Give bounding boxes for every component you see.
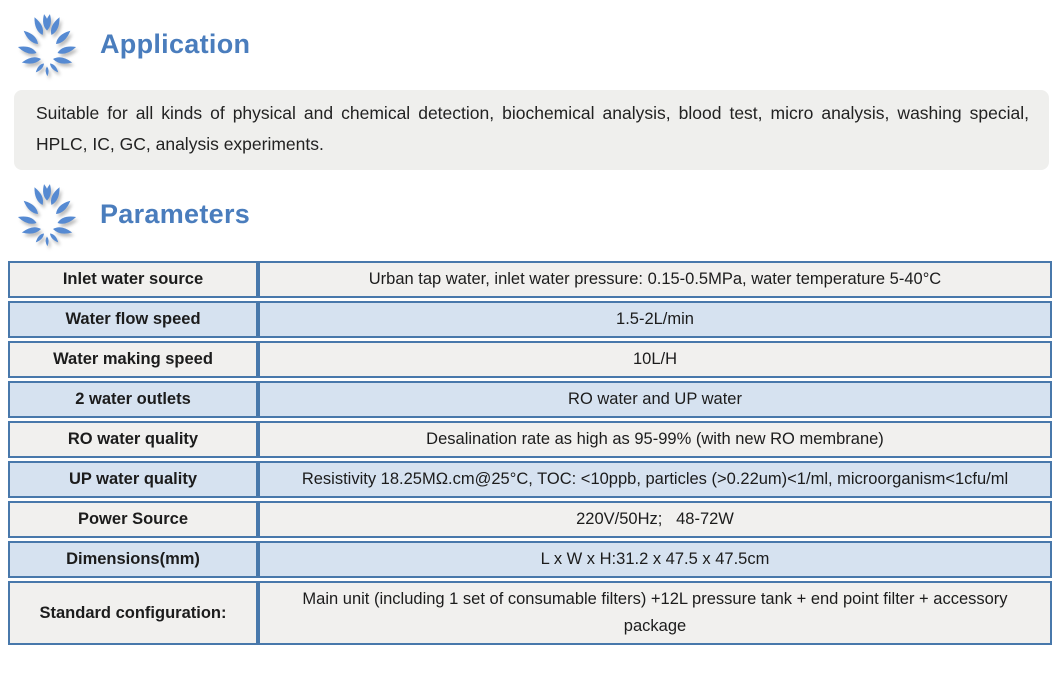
param-value-cell: 1.5-2L/min: [258, 301, 1052, 338]
table-row: RO water quality Desalination rate as hi…: [8, 421, 1052, 458]
parameters-table: Inlet water source Urban tap water, inle…: [8, 258, 1052, 648]
param-value-cell: 220V/50Hz; 48-72W: [258, 501, 1052, 538]
laurel-wreath-icon: [8, 2, 86, 77]
table-row: Power Source 220V/50Hz; 48-72W: [8, 501, 1052, 538]
parameters-section-header: Parameters: [0, 170, 1059, 258]
param-label-cell: Dimensions(mm): [8, 541, 258, 578]
param-value-cell: Desalination rate as high as 95-99% (wit…: [258, 421, 1052, 458]
table-row: Water making speed 10L/H: [8, 341, 1052, 378]
param-label-cell: Standard configuration:: [8, 581, 258, 645]
param-label-cell: Inlet water source: [8, 261, 258, 298]
table-row: Standard configuration: Main unit (inclu…: [8, 581, 1052, 645]
param-label-cell: Power Source: [8, 501, 258, 538]
table-row: Dimensions(mm) L x W x H:31.2 x 47.5 x 4…: [8, 541, 1052, 578]
application-section-title: Application: [100, 28, 251, 59]
table-row: UP water quality Resistivity 18.25MΩ.cm@…: [8, 461, 1052, 498]
param-value-cell: Main unit (including 1 set of consumable…: [258, 581, 1052, 645]
table-row: Water flow speed 1.5-2L/min: [8, 301, 1052, 338]
table-row: 2 water outlets RO water and UP water: [8, 381, 1052, 418]
laurel-wreath-icon: [8, 172, 86, 247]
param-value-cell: Resistivity 18.25MΩ.cm@25°C, TOC: <10ppb…: [258, 461, 1052, 498]
param-value-cell: RO water and UP water: [258, 381, 1052, 418]
param-label-cell: UP water quality: [8, 461, 258, 498]
param-label-cell: Water making speed: [8, 341, 258, 378]
param-value-cell: Urban tap water, inlet water pressure: 0…: [258, 261, 1052, 298]
param-label-cell: 2 water outlets: [8, 381, 258, 418]
application-section-header: Application: [0, 0, 1059, 88]
param-label-cell: RO water quality: [8, 421, 258, 458]
table-row: Inlet water source Urban tap water, inle…: [8, 261, 1052, 298]
parameters-section-title: Parameters: [100, 198, 251, 229]
param-value-cell: 10L/H: [258, 341, 1052, 378]
param-label-cell: Water flow speed: [8, 301, 258, 338]
application-description: Suitable for all kinds of physical and c…: [14, 90, 1049, 170]
param-value-cell: L x W x H:31.2 x 47.5 x 47.5cm: [258, 541, 1052, 578]
